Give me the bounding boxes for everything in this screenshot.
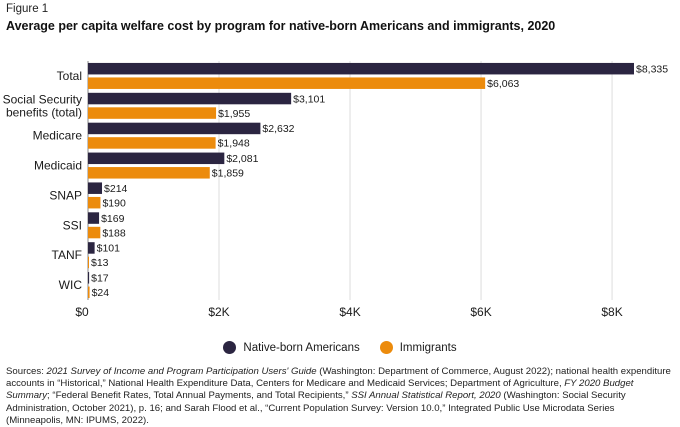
data-label-immigrants: $188 [102, 227, 126, 239]
data-label-immigrants: $6,063 [487, 78, 519, 90]
data-label-immigrants: $1,948 [218, 138, 250, 150]
figure-label: Figure 1 [6, 3, 49, 15]
data-label-native: $169 [101, 213, 125, 225]
sources-text: Sources: [6, 366, 47, 377]
data-label-native: $17 [91, 273, 109, 285]
data-label-native: $101 [97, 243, 121, 255]
data-label-immigrants: $190 [102, 197, 126, 209]
legend-item-immigrants: Immigrants [379, 341, 457, 354]
bar-immigrants [88, 107, 217, 119]
sources-text: ; “Federal Benefit Rates, Total Annual P… [47, 390, 352, 402]
category-label: TANF [52, 248, 82, 262]
bar-immigrants [88, 77, 486, 89]
data-label-immigrants: $1,859 [212, 168, 244, 180]
bar-immigrants [88, 137, 216, 149]
data-label-native: $214 [104, 183, 128, 195]
category-label: Total [57, 69, 82, 83]
x-tick-label: $8K [601, 305, 622, 319]
bar-native [88, 272, 90, 284]
bar-immigrants [88, 226, 101, 239]
sources-note: Sources: 2021 Survey of Income and Progr… [6, 366, 674, 427]
x-tick-label: $2K [208, 305, 229, 319]
data-label-immigrants: $1,955 [218, 108, 250, 120]
x-tick-label: $0 [75, 305, 89, 319]
data-label-native: $2,081 [226, 153, 258, 165]
bar-immigrants [88, 256, 89, 269]
category-label: Medicare [33, 129, 83, 143]
x-tick-label: $6K [470, 305, 491, 319]
data-label-immigrants: $24 [92, 287, 110, 299]
data-label-native: $2,632 [262, 123, 294, 135]
legend-label-immigrants: Immigrants [399, 341, 457, 354]
bar-native [88, 182, 103, 194]
legend-label-native: Native-born Americans [243, 341, 360, 354]
bar-immigrants [88, 286, 90, 299]
sources-text: (Washington: Department of Commerce, Aug… [6, 366, 671, 390]
data-label-native: $3,101 [293, 93, 325, 105]
x-tick-label: $4K [339, 305, 360, 319]
bar-native [88, 152, 225, 165]
sources-title-ssi: SSI Annual Statistical Report, 2020 [351, 390, 501, 402]
sources-title-usda: FY 2020 Budget Summary [6, 378, 634, 402]
bar-native [88, 242, 95, 254]
chart-title: Average per capita welfare cost by progr… [6, 19, 556, 33]
category-label: SSI [63, 218, 82, 232]
sources-text: (Washington: Social Security Administrat… [6, 390, 626, 426]
category-label: benefits (total) [6, 105, 82, 119]
legend-swatch-immigrants [379, 341, 393, 354]
data-label-immigrants: $13 [91, 257, 109, 269]
legend-item-native: Native-born Americans [223, 341, 360, 354]
chart-legend: Native-born Americans Immigrants [0, 341, 680, 354]
category-label: WIC [59, 278, 83, 292]
bar-immigrants [88, 167, 210, 179]
bar-chart: $0 $2K $4K $6K $8K Total $8,335 $6,063 Social Se… [3, 61, 668, 319]
sources-title-sipp: 2021 Survey of Income and Program Partic… [46, 366, 317, 377]
bar-native [88, 212, 100, 224]
category-label: Social Security [3, 92, 82, 106]
category-label: Medicaid [34, 159, 82, 173]
bar-native [88, 122, 261, 135]
bar-immigrants [88, 196, 101, 209]
data-label-native: $8,335 [636, 63, 668, 75]
legend-swatch-native [223, 341, 237, 354]
bar-native [88, 62, 634, 75]
category-label: SNAP [49, 188, 82, 202]
bar-native [88, 92, 292, 105]
